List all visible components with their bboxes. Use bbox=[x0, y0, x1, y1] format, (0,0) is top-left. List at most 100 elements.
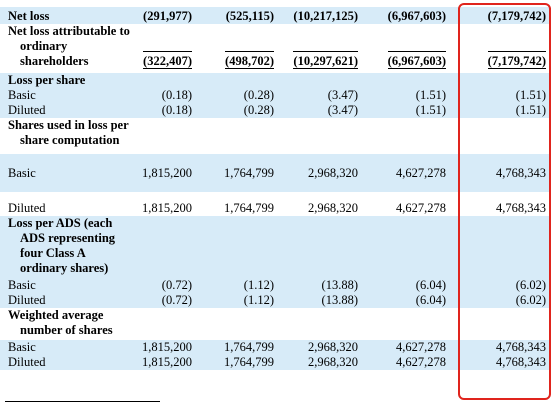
table-row: Basic (0.72) (1.12) (13.88) (6.04) (6.02) bbox=[0, 278, 550, 293]
row-label: Diluted bbox=[0, 103, 130, 118]
footnote-rule bbox=[5, 401, 160, 402]
value: 1,764,799 bbox=[224, 355, 274, 369]
value: (6.04) bbox=[415, 278, 446, 292]
value-cell: 4,768,343 bbox=[450, 154, 550, 192]
value: (6,967,603) bbox=[387, 9, 446, 23]
value-cell: (498,702) bbox=[196, 24, 278, 73]
value-cell: 4,627,278 bbox=[362, 340, 450, 355]
value: (1.51) bbox=[415, 88, 446, 102]
value-cell: (0.18) bbox=[130, 88, 196, 103]
value-cell: (1.51) bbox=[450, 88, 550, 103]
value-cell: (7,179,742) bbox=[450, 24, 550, 73]
value-cell: (13.88) bbox=[278, 293, 362, 308]
value-cell: (0.72) bbox=[130, 278, 196, 293]
value-cell: 2,968,320 bbox=[278, 340, 362, 355]
financial-table: Net loss (291,977) (525,115) (10,217,125) (6… bbox=[0, 7, 550, 370]
table-row: Loss per share bbox=[0, 73, 550, 88]
value: 1,815,200 bbox=[142, 201, 192, 215]
value: (322,407) bbox=[143, 51, 192, 69]
value-cell: (1.12) bbox=[196, 293, 278, 308]
value-cell: 4,627,278 bbox=[362, 154, 450, 192]
value: (0.28) bbox=[243, 88, 274, 102]
table-row: Diluted 1,815,200 1,764,799 2,968,320 4,627,… bbox=[0, 355, 550, 370]
value-cell bbox=[130, 308, 196, 340]
value-cell: 4,768,343 bbox=[450, 340, 550, 355]
value-cell: (0.28) bbox=[196, 103, 278, 118]
value-cell bbox=[362, 216, 450, 278]
value: (1.12) bbox=[243, 293, 274, 307]
table-body: Net loss (291,977) (525,115) (10,217,125) (6… bbox=[0, 7, 550, 370]
value-cell: 4,627,278 bbox=[362, 355, 450, 370]
value: (0.18) bbox=[161, 88, 192, 102]
value: (10,217,125) bbox=[293, 9, 358, 23]
table-row: Basic 1,815,200 1,764,799 2,968,320 4,627,27… bbox=[0, 340, 550, 355]
value-cell: (3.47) bbox=[278, 103, 362, 118]
value-cell: 1,764,799 bbox=[196, 355, 278, 370]
value: (6.04) bbox=[415, 293, 446, 307]
value-cell bbox=[196, 118, 278, 154]
value-cell: 1,764,799 bbox=[196, 154, 278, 192]
row-label: Basic bbox=[0, 154, 130, 192]
value-cell: 1,815,200 bbox=[130, 192, 196, 216]
value: 1,764,799 bbox=[224, 340, 274, 354]
value: 2,968,320 bbox=[308, 201, 358, 215]
value-cell: 1,815,200 bbox=[130, 355, 196, 370]
value-cell: (0.18) bbox=[130, 103, 196, 118]
value: 2,968,320 bbox=[308, 165, 358, 180]
value-cell: (6.04) bbox=[362, 293, 450, 308]
value-cell: (10,297,621) bbox=[278, 24, 362, 73]
table-row: Weighted average number of shares bbox=[0, 308, 550, 340]
value: (7,179,742) bbox=[487, 9, 546, 23]
value: 4,627,278 bbox=[396, 165, 446, 180]
value: 4,627,278 bbox=[396, 340, 446, 354]
value: 4,768,343 bbox=[496, 201, 546, 215]
value-cell: 4,768,343 bbox=[450, 192, 550, 216]
value: 4,768,343 bbox=[496, 165, 546, 180]
value-cell: (322,407) bbox=[130, 24, 196, 73]
value: 4,627,278 bbox=[396, 201, 446, 215]
row-label: Diluted bbox=[8, 201, 46, 215]
value-cell: 1,815,200 bbox=[130, 340, 196, 355]
value-cell bbox=[450, 73, 550, 88]
value: 4,627,278 bbox=[396, 355, 446, 369]
value-cell: (7,179,742) bbox=[450, 7, 550, 24]
row-label: Diluted bbox=[0, 293, 130, 308]
value: (498,702) bbox=[225, 51, 274, 69]
value-cell: 2,968,320 bbox=[278, 355, 362, 370]
row-label: Weighted average number of shares bbox=[8, 308, 113, 337]
value: (0.28) bbox=[243, 103, 274, 117]
table-row: Shares used in loss per share computatio… bbox=[0, 118, 550, 154]
value-cell bbox=[196, 73, 278, 88]
value: 1,815,200 bbox=[142, 165, 192, 180]
value-cell: (6,967,603) bbox=[362, 7, 450, 24]
value-cell: (6.02) bbox=[450, 293, 550, 308]
value-cell bbox=[278, 308, 362, 340]
value-cell: 2,968,320 bbox=[278, 192, 362, 216]
value-cell: (6.02) bbox=[450, 278, 550, 293]
table-row: Diluted (0.72) (1.12) (13.88) (6.04) (6.02) bbox=[0, 293, 550, 308]
row-label: Basic bbox=[0, 88, 130, 103]
value-cell: (291,977) bbox=[130, 7, 196, 24]
value-cell bbox=[450, 216, 550, 278]
value: 1,815,200 bbox=[142, 355, 192, 369]
value-cell bbox=[278, 118, 362, 154]
value-cell bbox=[362, 73, 450, 88]
value-cell bbox=[362, 118, 450, 154]
value: 4,768,343 bbox=[496, 340, 546, 354]
value-cell: (6.04) bbox=[362, 278, 450, 293]
row-label: Basic bbox=[0, 340, 130, 355]
value: (0.18) bbox=[161, 103, 192, 117]
value-cell: (1.51) bbox=[362, 103, 450, 118]
value-cell: (1.51) bbox=[450, 103, 550, 118]
value: 1,815,200 bbox=[142, 340, 192, 354]
value-cell: 4,768,343 bbox=[450, 355, 550, 370]
table-row: Diluted 1,815,200 1,764,799 2,968,320 4,627,… bbox=[0, 192, 550, 216]
value: (7,179,742) bbox=[487, 51, 546, 69]
value-cell: 1,815,200 bbox=[130, 154, 196, 192]
value-cell bbox=[196, 308, 278, 340]
value: 1,764,799 bbox=[224, 201, 274, 215]
value-cell: (1.51) bbox=[362, 88, 450, 103]
value-cell bbox=[130, 216, 196, 278]
table-row: Net loss (291,977) (525,115) (10,217,125) (6… bbox=[0, 7, 550, 24]
value-cell bbox=[130, 73, 196, 88]
